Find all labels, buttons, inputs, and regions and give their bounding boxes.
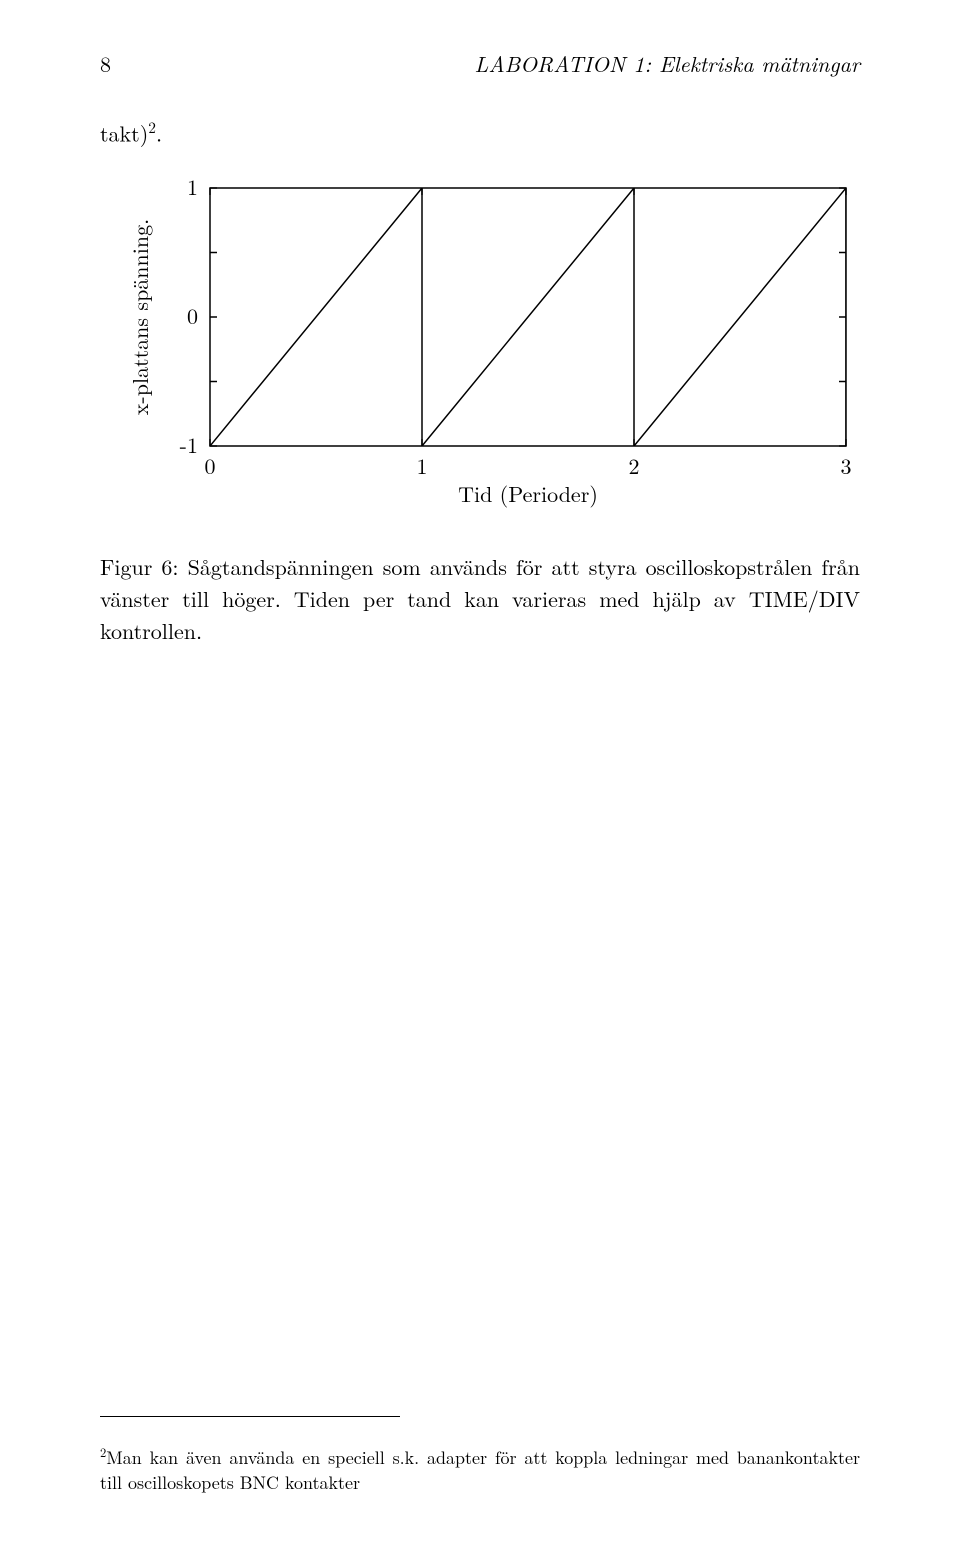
pre-figure-prefix: takt) <box>100 117 148 148</box>
figure-6: 0123-101Tid (Perioder)x-plattans spännin… <box>100 176 860 521</box>
svg-text:3: 3 <box>840 450 851 481</box>
footnote-separator <box>100 1416 400 1417</box>
svg-text:0: 0 <box>204 450 215 481</box>
running-header: 8 LABORATION 1: Elektriska mätningar <box>100 48 860 79</box>
figure-caption: Figur 6: Sågtandspänningen som används f… <box>100 551 860 647</box>
sawtooth-chart: 0123-101Tid (Perioder)x-plattans spännin… <box>100 176 860 516</box>
svg-text:0: 0 <box>187 300 198 331</box>
footnote-reference: 2 <box>148 117 156 138</box>
page: 8 LABORATION 1: Elektriska mätningar tak… <box>0 0 960 1557</box>
svg-text:-1: -1 <box>180 429 198 460</box>
header-title: LABORATION 1: Elektriska mätningar <box>475 48 860 79</box>
svg-text:1: 1 <box>416 450 427 481</box>
footnote-text: Man kan även använda en speciell s.k. ad… <box>100 1445 860 1494</box>
svg-text:1: 1 <box>187 176 198 202</box>
svg-text:2: 2 <box>628 450 639 481</box>
caption-text: Sågtandspänningen som används för att st… <box>100 551 860 646</box>
page-number: 8 <box>100 48 111 79</box>
svg-text:x-plattans spänning.: x-plattans spänning. <box>124 219 155 415</box>
svg-text:Tid (Perioder): Tid (Perioder) <box>458 478 598 509</box>
caption-label: Figur 6: <box>100 551 179 582</box>
footnote: 2Man kan även använda en speciell s.k. a… <box>100 1444 860 1495</box>
pre-figure-text: takt)2. <box>100 117 860 148</box>
pre-figure-period: . <box>156 117 162 148</box>
